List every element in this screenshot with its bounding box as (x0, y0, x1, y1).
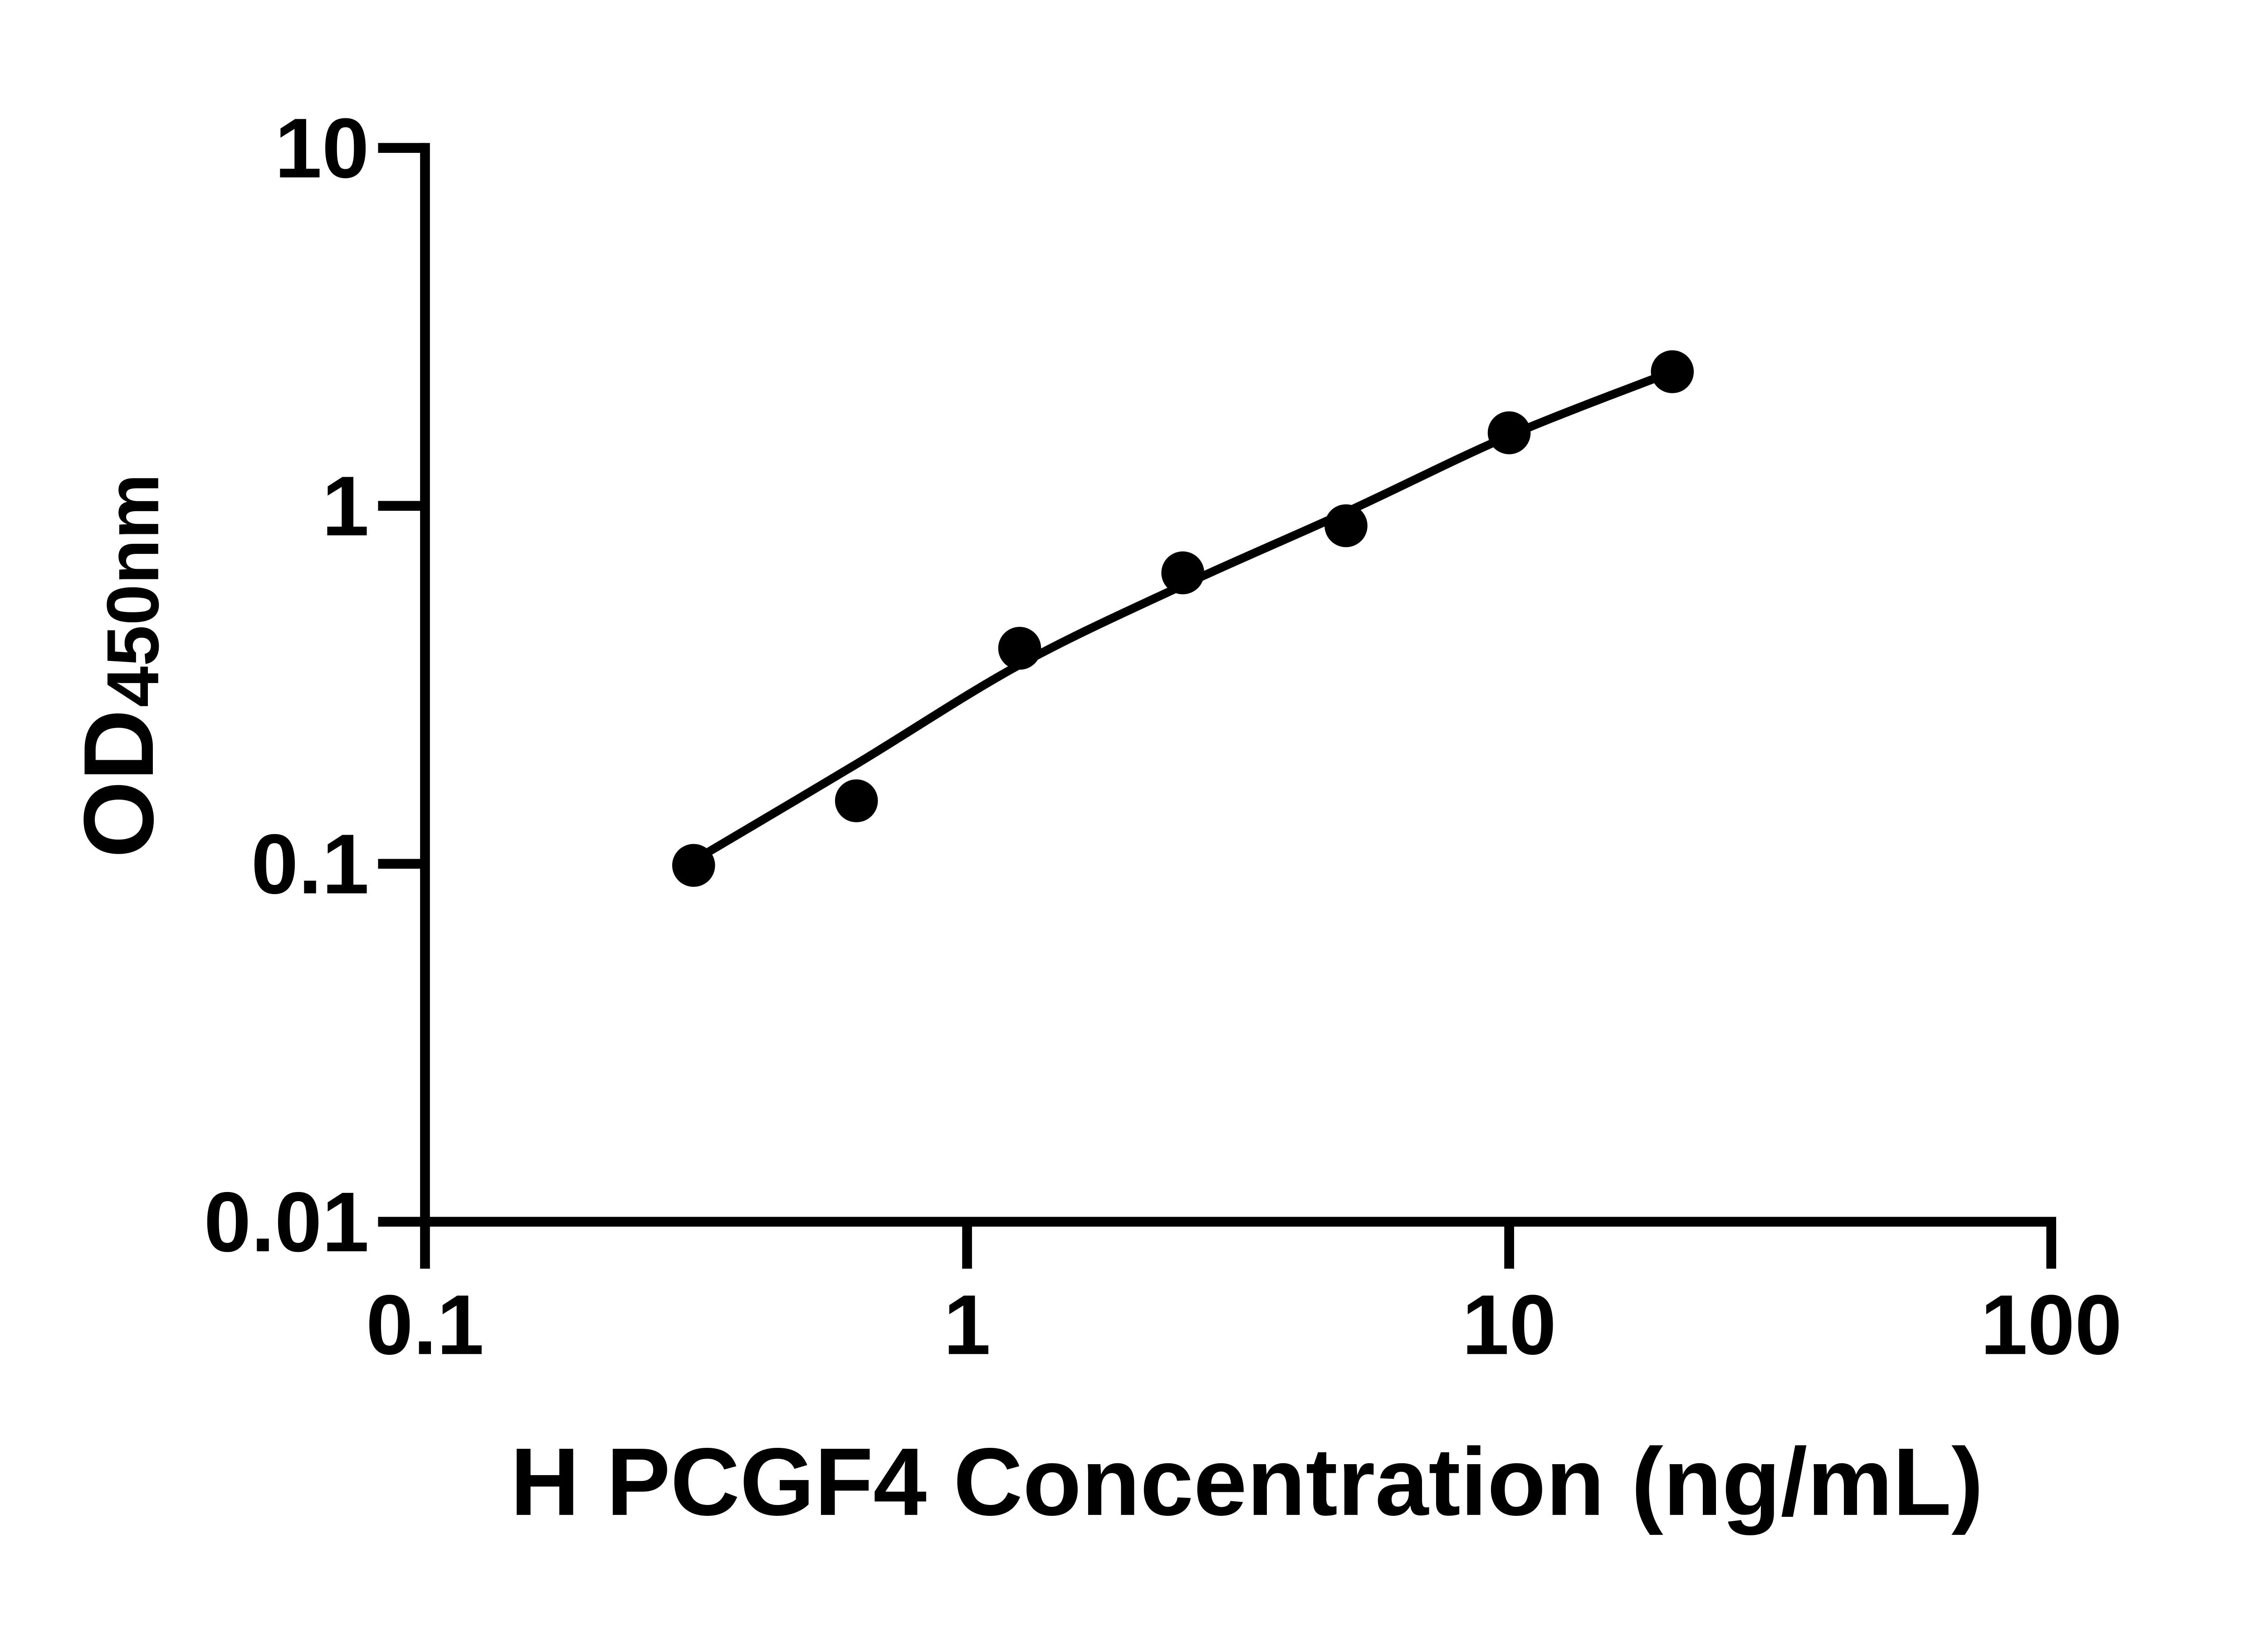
x-axis-tick-labels: 0.1 1 10 100 (366, 1277, 2122, 1372)
data-point-marker (1325, 504, 1368, 547)
x-tick-label: 0.1 (366, 1277, 484, 1372)
data-points (672, 350, 1694, 887)
data-point-marker (1487, 411, 1531, 454)
y-axis-tick-labels: 10 1 0.1 0.01 (204, 101, 369, 1269)
data-point-marker (1161, 551, 1204, 595)
x-tick-label: 100 (1980, 1277, 2122, 1372)
x-tick-label: 1 (943, 1277, 991, 1372)
y-tick-label: 0.01 (204, 1175, 369, 1270)
x-axis-title: H PCGF4 Concentration (ng/mL) (510, 1428, 1984, 1535)
data-point-marker (998, 626, 1041, 670)
data-point-marker (672, 844, 715, 887)
y-tick-label: 1 (322, 459, 369, 553)
x-tick-label: 10 (1462, 1277, 1556, 1372)
data-point-marker (1651, 350, 1694, 393)
axes (378, 143, 2057, 1269)
y-axis-title-subscript: 450nm (92, 474, 174, 707)
data-point-marker (835, 779, 878, 822)
y-axis-title: OD 450nm (64, 474, 174, 858)
y-tick-label: 0.1 (251, 816, 369, 911)
y-tick-label: 10 (275, 101, 369, 195)
y-axis-title-main: OD (64, 709, 174, 858)
